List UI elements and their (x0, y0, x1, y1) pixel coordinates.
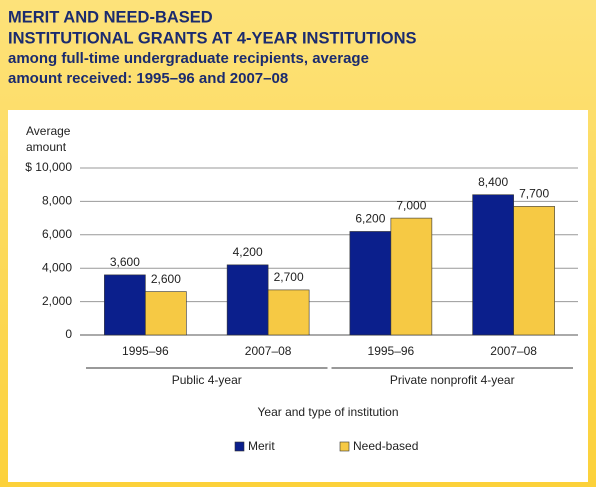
legend-label: Merit (248, 439, 275, 453)
x-tick-label: 1995–96 (368, 344, 415, 358)
x-axis-label: Year and type of institution (258, 405, 399, 419)
legend-label: Need-based (353, 439, 418, 453)
group-label: Public 4-year (172, 373, 242, 387)
y-tick-label: $ 10,000 (25, 160, 72, 174)
value-label: 2,700 (274, 270, 304, 284)
chart-title: MERIT AND NEED-BASED (8, 8, 213, 26)
value-label: 6,200 (355, 212, 385, 226)
bar (472, 194, 514, 336)
chart-title: INSTITUTIONAL GRANTS AT 4-YEAR INSTITUTI… (8, 29, 417, 47)
y-tick-label: 8,000 (42, 194, 72, 208)
legend-swatch (234, 441, 245, 452)
y-tick-label: 4,000 (42, 260, 72, 274)
y-axis-label: Average (26, 124, 71, 138)
y-tick-label: 0 (65, 327, 72, 341)
bar (145, 291, 187, 336)
x-tick-label: 2007–08 (245, 344, 292, 358)
value-label: 8,400 (478, 175, 508, 189)
value-label: 7,000 (396, 198, 426, 212)
chart-subtitle: amount received: 1995–96 and 2007–08 (8, 70, 288, 87)
y-axis-label: amount (26, 140, 67, 154)
bar (390, 217, 433, 336)
bar (226, 264, 269, 336)
bar (267, 289, 310, 336)
chart-subtitle: among full-time undergraduate recipients… (8, 50, 369, 67)
value-label: 2,600 (151, 272, 181, 286)
bar (513, 206, 555, 336)
bar (349, 231, 392, 336)
value-label: 3,600 (110, 255, 140, 269)
value-label: 7,700 (519, 187, 549, 201)
y-tick-label: 6,000 (42, 227, 72, 241)
group-label: Private nonprofit 4-year (390, 373, 515, 387)
value-label: 4,200 (233, 245, 263, 259)
legend-swatch (339, 441, 350, 452)
x-tick-label: 2007–08 (490, 344, 537, 358)
x-tick-label: 1995–96 (122, 344, 169, 358)
y-tick-label: 2,000 (42, 294, 72, 308)
bar (104, 274, 146, 336)
